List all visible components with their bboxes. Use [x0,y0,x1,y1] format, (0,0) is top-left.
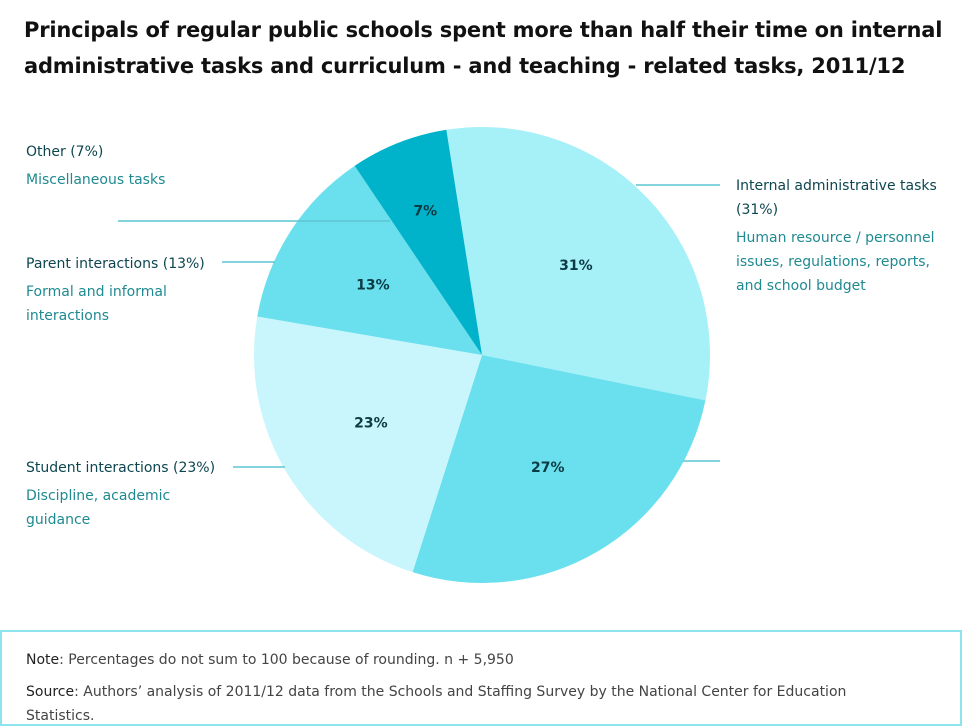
legend-internal-admin: Internal administrative tasks (31%) Huma… [736,174,951,298]
slice-description: Discipline, academic guidance [26,488,171,528]
slice-data-label: 23% [354,415,388,431]
legend-parent-interactions: Parent interactions (13%) Formal and inf… [26,252,216,328]
pie-slice [446,127,710,401]
pie-slice [412,355,706,583]
pie-slice [354,129,482,355]
slice-label: Internal administrative tasks (31%) [736,178,937,218]
slice-label: Student interactions (23%) [26,460,216,476]
slice-data-label: 27% [531,460,565,476]
slice-data-label: 13% [356,277,390,293]
slice-description: Miscellaneous tasks [26,172,166,188]
notes-box: Note: Percentages do not sum to 100 beca… [0,630,962,726]
legend-other: Other (7%) Miscellaneous tasks [26,140,226,192]
slice-data-label: 31% [559,258,593,274]
slice-label: Parent interactions (13%) [26,256,205,272]
pie-slice [257,165,482,355]
source: Source: Authors’ analysis of 2011/12 dat… [26,684,847,724]
pie-slice [253,316,482,573]
legend-student-interactions: Student interactions (23%) Discipline, a… [26,456,226,532]
note: Note: Percentages do not sum to 100 beca… [26,652,514,668]
slice-data-label: 7% [413,204,437,220]
slice-label: Other (7%) [26,144,104,160]
slice-description: Human resource / personnel issues, regul… [736,230,935,294]
chart-title: Principals of regular public schools spe… [24,18,943,78]
slice-description: Formal and informal interactions [26,284,167,324]
pie-chart: 31% 27% 23% 13% 7% [118,127,720,583]
